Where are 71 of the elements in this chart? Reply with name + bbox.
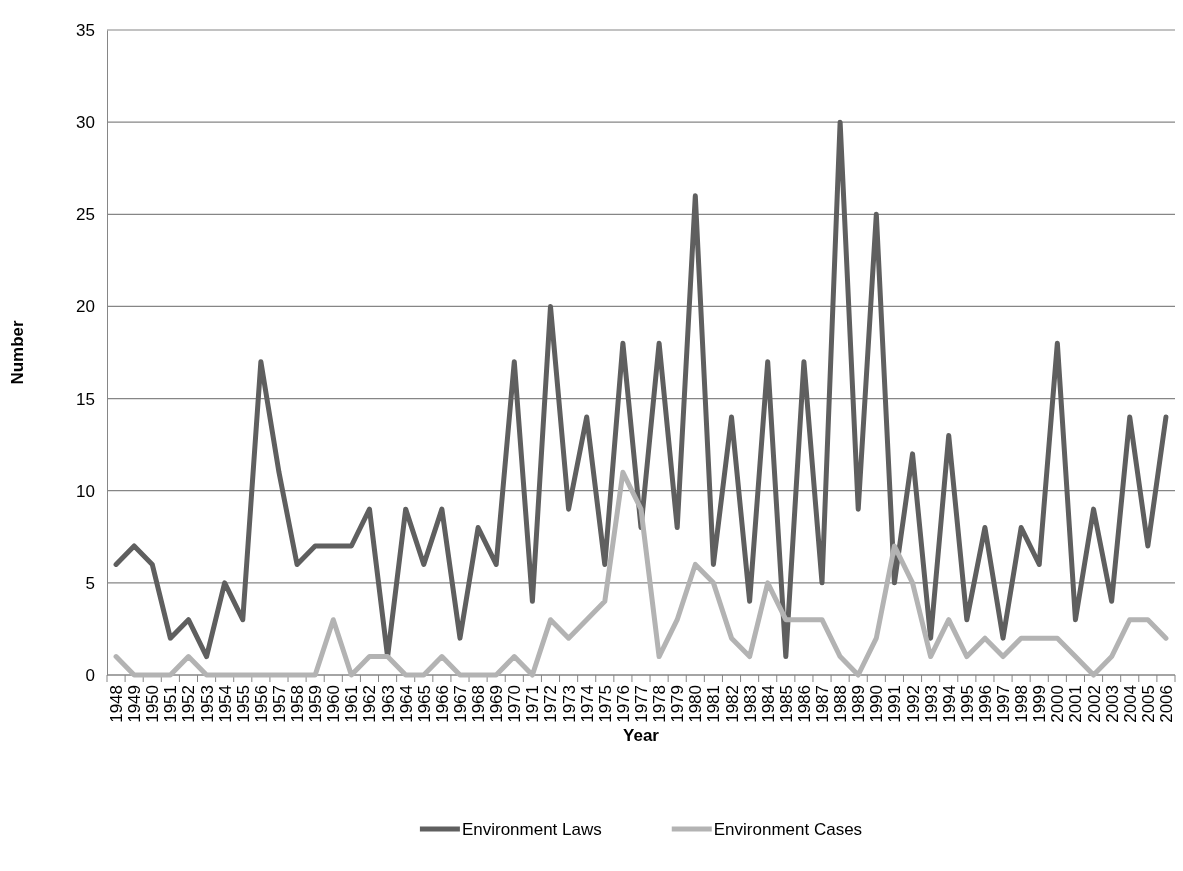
x-tick-label: 1960	[324, 685, 344, 723]
x-tick-label: 1968	[469, 685, 489, 723]
x-tick-label: 1987	[813, 685, 833, 723]
y-tick-label: 20	[76, 297, 95, 317]
x-tick-label: 1951	[161, 685, 181, 723]
x-tick-label: 1955	[233, 685, 253, 723]
x-tick-label: 1973	[559, 685, 579, 723]
x-tick-label: 1962	[360, 685, 380, 723]
y-tick-label: 15	[76, 389, 95, 409]
x-tick-label: 2002	[1084, 685, 1104, 723]
x-tick-label: 1964	[396, 685, 416, 723]
x-tick-label: 1958	[288, 685, 308, 723]
x-tick-label: 1956	[251, 685, 271, 723]
x-tick-label: 2006	[1156, 685, 1176, 723]
x-tick-label: 1976	[613, 685, 633, 723]
y-axis-title: Number	[8, 320, 27, 385]
x-tick-label: 1981	[704, 685, 724, 723]
y-tick-label: 30	[76, 113, 95, 133]
x-tick-label: 1952	[179, 685, 199, 723]
x-tick-label: 1971	[523, 685, 543, 723]
x-tick-label: 1990	[867, 685, 887, 723]
x-tick-label: 1950	[143, 685, 163, 723]
x-tick-label: 1957	[269, 685, 289, 723]
x-tick-label: 2003	[1102, 685, 1122, 723]
x-tick-label: 1994	[939, 685, 959, 723]
x-tick-label: 1954	[215, 685, 235, 723]
x-tick-label: 1948	[107, 685, 127, 723]
x-tick-label: 1978	[650, 685, 670, 723]
x-tick-label: 1970	[505, 685, 525, 723]
x-tick-label: 1997	[994, 685, 1014, 723]
y-tick-label: 10	[76, 481, 95, 501]
x-tick-label: 1953	[197, 685, 217, 723]
x-tick-label: 1980	[686, 685, 706, 723]
y-tick-label: 0	[85, 665, 95, 685]
x-tick-label: 1974	[577, 685, 597, 723]
x-tick-label: 1992	[903, 685, 923, 723]
legend-label: Environment Cases	[713, 820, 863, 839]
x-tick-label: 1989	[849, 685, 869, 723]
y-tick-label: 5	[85, 573, 95, 593]
x-tick-label: 1998	[1012, 685, 1032, 723]
x-tick-label: 1984	[758, 685, 778, 723]
x-tick-label: 1982	[722, 685, 742, 723]
x-tick-label: 1959	[306, 685, 326, 723]
x-axis-title: Year	[623, 726, 660, 745]
x-tick-label: 1972	[541, 685, 561, 723]
x-tick-label: 1966	[432, 685, 452, 723]
x-tick-label: 1967	[450, 685, 470, 723]
x-tick-label: 1993	[921, 685, 941, 723]
x-tick-label: 1965	[414, 685, 434, 723]
x-tick-label: 1983	[740, 685, 760, 723]
y-tick-label: 25	[76, 205, 95, 225]
x-tick-label: 1949	[125, 685, 145, 723]
x-tick-label: 1979	[668, 685, 688, 723]
x-tick-label: 1961	[342, 685, 362, 723]
x-tick-label: 1991	[885, 685, 905, 723]
x-tick-label: 1969	[487, 685, 507, 723]
x-tick-label: 2001	[1066, 685, 1086, 723]
x-tick-label: 1985	[776, 685, 796, 723]
x-tick-label: 1988	[831, 685, 851, 723]
x-tick-label: 1963	[378, 685, 398, 723]
x-tick-label: 1977	[632, 685, 651, 723]
x-tick-label: 1999	[1030, 685, 1050, 723]
y-tick-label: 35	[76, 20, 95, 40]
x-tick-label: 2000	[1048, 685, 1068, 723]
x-tick-label: 1996	[975, 685, 995, 723]
x-tick-label: 1986	[794, 685, 814, 723]
x-tick-label: 1995	[957, 685, 977, 723]
x-tick-label: 1975	[595, 685, 615, 723]
x-tick-label: 2004	[1120, 685, 1140, 723]
legend-label: Environment Laws	[461, 820, 602, 839]
x-tick-label: 2005	[1138, 685, 1158, 723]
